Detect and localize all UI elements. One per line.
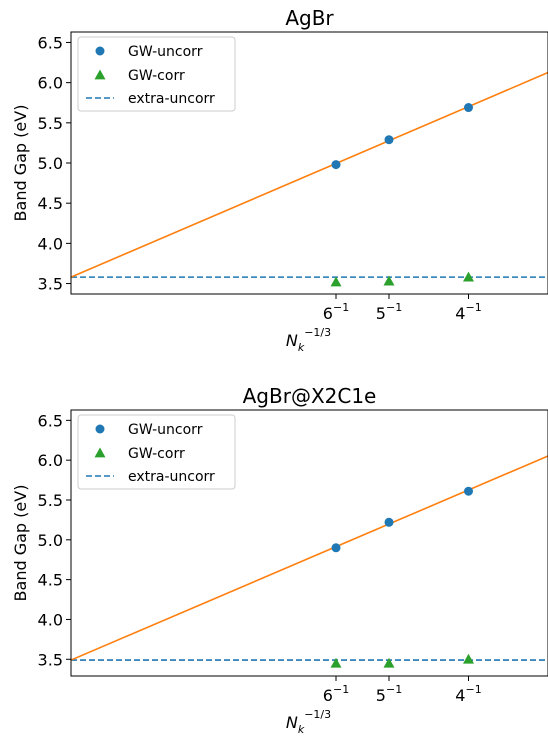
panel-2-legend-entry: GW-corr xyxy=(128,446,185,462)
panel-1: AgBr Band Gap (eV) 3.5 4.0 4.5 5.0 5.5 6.0 6.5 6−… xyxy=(11,6,548,354)
panel-2-fit-line xyxy=(71,455,548,661)
panel-2-y-tick-label: 6.5 xyxy=(38,411,63,430)
panel-2-y-axis-label: Band Gap (eV) xyxy=(11,485,30,602)
panel-2-y-tick-label: 4.0 xyxy=(38,610,63,629)
panel-2-x-tick-label: 5−1 xyxy=(376,683,402,705)
panel-1-title: AgBr xyxy=(285,6,334,30)
panel-2-y-tick-label: 5.5 xyxy=(38,491,63,510)
panel-1-gw-corr-point xyxy=(383,275,395,286)
panel-2-gw-corr-point xyxy=(383,657,395,668)
panel-1-legend-entry: GW-uncorr xyxy=(128,44,203,60)
panel-1-y-tick-label: 5.5 xyxy=(38,114,63,133)
panel-1-y-tick-label: 4.0 xyxy=(38,234,63,253)
panel-1-x-tick-label: 4−1 xyxy=(455,301,481,323)
panel-1-y-tick-label: 6.5 xyxy=(38,33,63,52)
panel-1-legend-uncorr-marker xyxy=(95,46,105,56)
panel-2-gw-uncorr-point xyxy=(384,517,394,527)
panel-2-title: AgBr@X2C1e xyxy=(243,384,377,408)
panel-1-x-axis-label: Nk−1/3 xyxy=(286,326,331,354)
panel-2: AgBr@X2C1e Band Gap (eV) 3.5 4.0 4.5 5.0 5.5 6.… xyxy=(11,384,548,736)
panel-2-y-tick-label: 6.0 xyxy=(38,451,63,470)
panel-1-y-tick-label: 3.5 xyxy=(38,275,63,294)
panel-1-y-tick-label: 4.5 xyxy=(38,194,63,213)
panel-2-gw-corr-point xyxy=(330,657,342,668)
panel-2-legend-entry: extra-uncorr xyxy=(128,469,215,485)
panel-2-x-tick-label: 6−1 xyxy=(323,683,349,705)
panel-1-x-tick-label: 6−1 xyxy=(323,301,349,323)
panel-2-legend-corr-marker xyxy=(94,447,106,458)
panel-2-y-tick-label: 3.5 xyxy=(38,650,63,669)
panel-1-legend: GW-uncorr GW-corr extra-uncorr xyxy=(77,36,236,112)
panel-1-legend-entry: extra-uncorr xyxy=(128,91,215,107)
panel-1-gw-corr-point xyxy=(463,271,474,282)
panel-2-axes-frame xyxy=(70,409,548,677)
panel-1-gw-uncorr-point xyxy=(384,135,394,145)
panel-2-legend: GW-uncorr GW-corr extra-uncorr xyxy=(77,414,236,490)
panel-2-y-tick-label: 4.5 xyxy=(38,571,63,590)
panel-2-gw-uncorr-point xyxy=(464,486,473,496)
panel-2-legend-uncorr-marker xyxy=(95,424,105,434)
panel-2-x-tick-label: 4−1 xyxy=(455,683,481,705)
panel-1-gw-uncorr-point xyxy=(331,160,341,170)
panel-2-x-axis-label: Nk−1/3 xyxy=(286,708,331,736)
panel-1-gw-corr-point xyxy=(330,276,342,287)
panel-1-fit-line xyxy=(71,71,548,278)
panel-1-y-axis-label: Band Gap (eV) xyxy=(11,105,30,222)
panel-1-x-tick-label: 5−1 xyxy=(376,301,402,323)
panel-1-y-tick-label: 6.0 xyxy=(38,74,63,93)
panel-2-gw-uncorr-point xyxy=(331,543,341,553)
panel-2-gw-corr-point xyxy=(463,653,474,664)
panel-1-y-tick-label: 5.0 xyxy=(38,154,63,173)
panel-1-legend-entry: GW-corr xyxy=(128,68,185,84)
panel-2-y-tick-label: 5.0 xyxy=(38,531,63,550)
panel-1-axes-frame xyxy=(70,31,548,295)
panel-2-legend-entry: GW-uncorr xyxy=(128,422,203,438)
panel-1-gw-uncorr-point xyxy=(464,103,473,113)
panel-1-legend-corr-marker xyxy=(94,69,106,80)
